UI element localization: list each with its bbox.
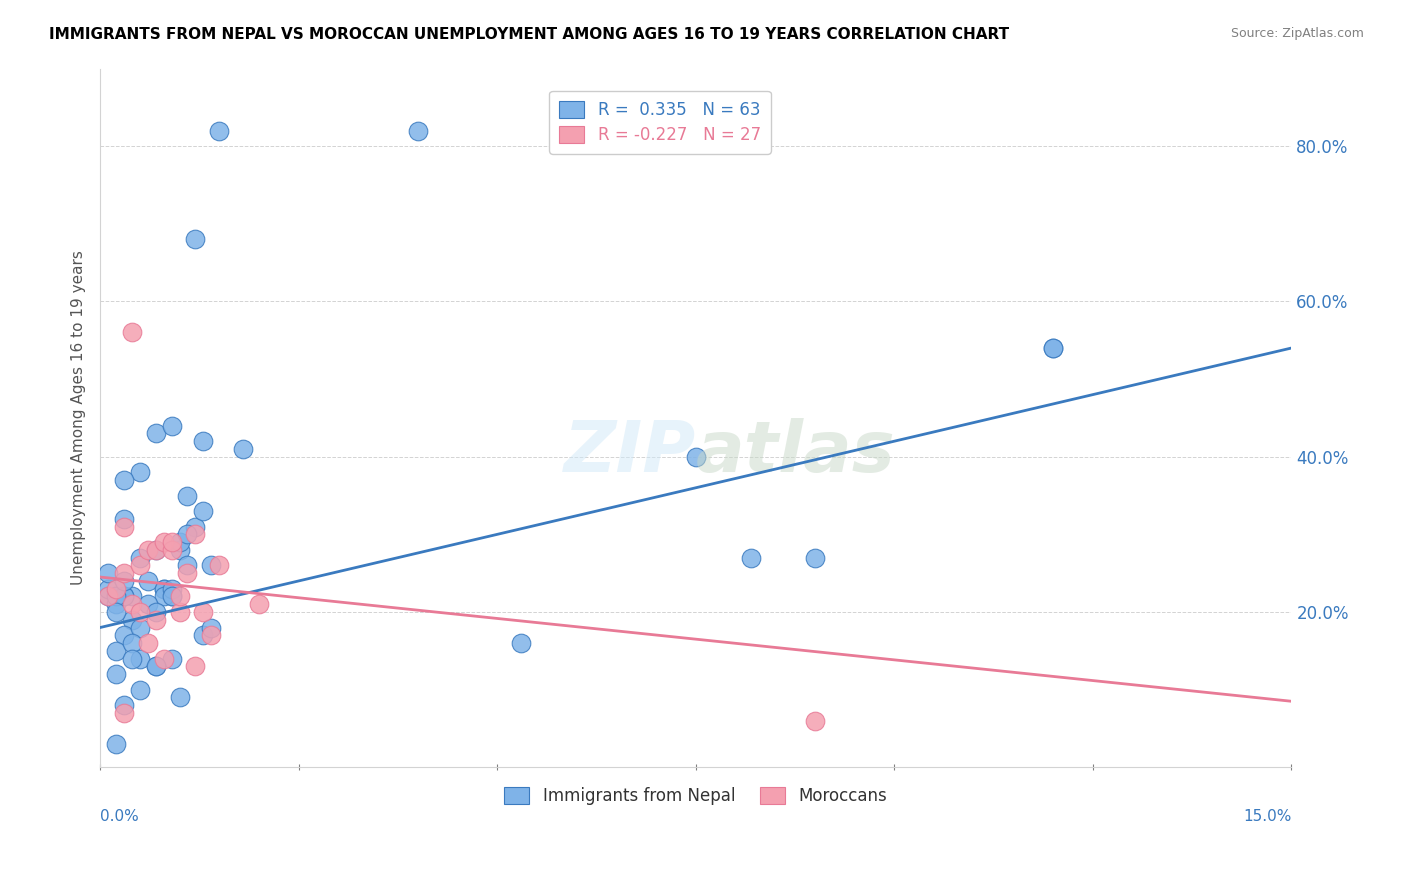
Point xyxy=(406,123,429,137)
Point xyxy=(112,566,135,581)
Point xyxy=(152,590,174,604)
Point xyxy=(112,706,135,720)
Point xyxy=(685,450,707,464)
Point xyxy=(145,659,167,673)
Point xyxy=(184,659,207,673)
Point xyxy=(200,620,222,634)
Point xyxy=(160,418,183,433)
Text: Source: ZipAtlas.com: Source: ZipAtlas.com xyxy=(1230,27,1364,40)
Point xyxy=(145,426,167,441)
Point xyxy=(97,566,120,581)
Point xyxy=(121,613,143,627)
Point xyxy=(152,535,174,549)
Point xyxy=(105,667,128,681)
Point xyxy=(184,232,207,246)
Point xyxy=(128,605,150,619)
Point xyxy=(128,558,150,573)
Point xyxy=(184,519,207,533)
Point xyxy=(145,542,167,557)
Point xyxy=(112,574,135,588)
Point xyxy=(136,574,159,588)
Point xyxy=(152,582,174,596)
Point xyxy=(97,590,120,604)
Point xyxy=(152,582,174,596)
Point xyxy=(105,605,128,619)
Text: atlas: atlas xyxy=(696,418,896,487)
Point xyxy=(128,682,150,697)
Point xyxy=(112,590,135,604)
Text: ZIP: ZIP xyxy=(564,418,696,487)
Point xyxy=(510,636,533,650)
Point xyxy=(565,123,588,137)
Point xyxy=(128,550,150,565)
Point xyxy=(112,628,135,642)
Point xyxy=(97,582,120,596)
Point xyxy=(145,605,167,619)
Point xyxy=(105,597,128,611)
Point xyxy=(160,590,183,604)
Legend: Immigrants from Nepal, Moroccans: Immigrants from Nepal, Moroccans xyxy=(495,777,897,814)
Text: 0.0%: 0.0% xyxy=(100,809,139,824)
Point xyxy=(176,489,198,503)
Point xyxy=(169,590,191,604)
Point xyxy=(121,590,143,604)
Point xyxy=(176,566,198,581)
Point xyxy=(200,558,222,573)
Point xyxy=(145,659,167,673)
Y-axis label: Unemployment Among Ages 16 to 19 years: Unemployment Among Ages 16 to 19 years xyxy=(72,251,86,585)
Point xyxy=(169,605,191,619)
Point xyxy=(232,442,254,456)
Point xyxy=(208,558,231,573)
Point xyxy=(740,550,762,565)
Point xyxy=(152,651,174,665)
Point xyxy=(160,542,183,557)
Point xyxy=(176,558,198,573)
Point xyxy=(128,465,150,479)
Point xyxy=(193,628,215,642)
Point xyxy=(128,651,150,665)
Text: 15.0%: 15.0% xyxy=(1243,809,1292,824)
Point xyxy=(193,605,215,619)
Point xyxy=(105,582,128,596)
Point xyxy=(160,590,183,604)
Point xyxy=(105,644,128,658)
Point xyxy=(169,542,191,557)
Point xyxy=(121,597,143,611)
Point xyxy=(247,597,270,611)
Point xyxy=(121,326,143,340)
Point xyxy=(184,527,207,541)
Point xyxy=(1042,341,1064,355)
Point xyxy=(160,582,183,596)
Point xyxy=(136,636,159,650)
Point xyxy=(169,535,191,549)
Point xyxy=(105,737,128,751)
Point xyxy=(112,512,135,526)
Point xyxy=(193,434,215,449)
Point xyxy=(169,690,191,705)
Point xyxy=(804,714,827,728)
Point xyxy=(145,613,167,627)
Point xyxy=(1042,341,1064,355)
Text: IMMIGRANTS FROM NEPAL VS MOROCCAN UNEMPLOYMENT AMONG AGES 16 TO 19 YEARS CORRELA: IMMIGRANTS FROM NEPAL VS MOROCCAN UNEMPL… xyxy=(49,27,1010,42)
Point xyxy=(112,473,135,487)
Point xyxy=(121,651,143,665)
Point xyxy=(112,519,135,533)
Point xyxy=(160,651,183,665)
Point xyxy=(160,535,183,549)
Point xyxy=(208,123,231,137)
Point xyxy=(128,620,150,634)
Point xyxy=(200,628,222,642)
Point xyxy=(97,590,120,604)
Point xyxy=(112,590,135,604)
Point xyxy=(176,527,198,541)
Point xyxy=(112,698,135,713)
Point xyxy=(105,590,128,604)
Point xyxy=(121,636,143,650)
Point xyxy=(145,542,167,557)
Point xyxy=(193,504,215,518)
Point xyxy=(804,550,827,565)
Point xyxy=(136,542,159,557)
Point xyxy=(136,597,159,611)
